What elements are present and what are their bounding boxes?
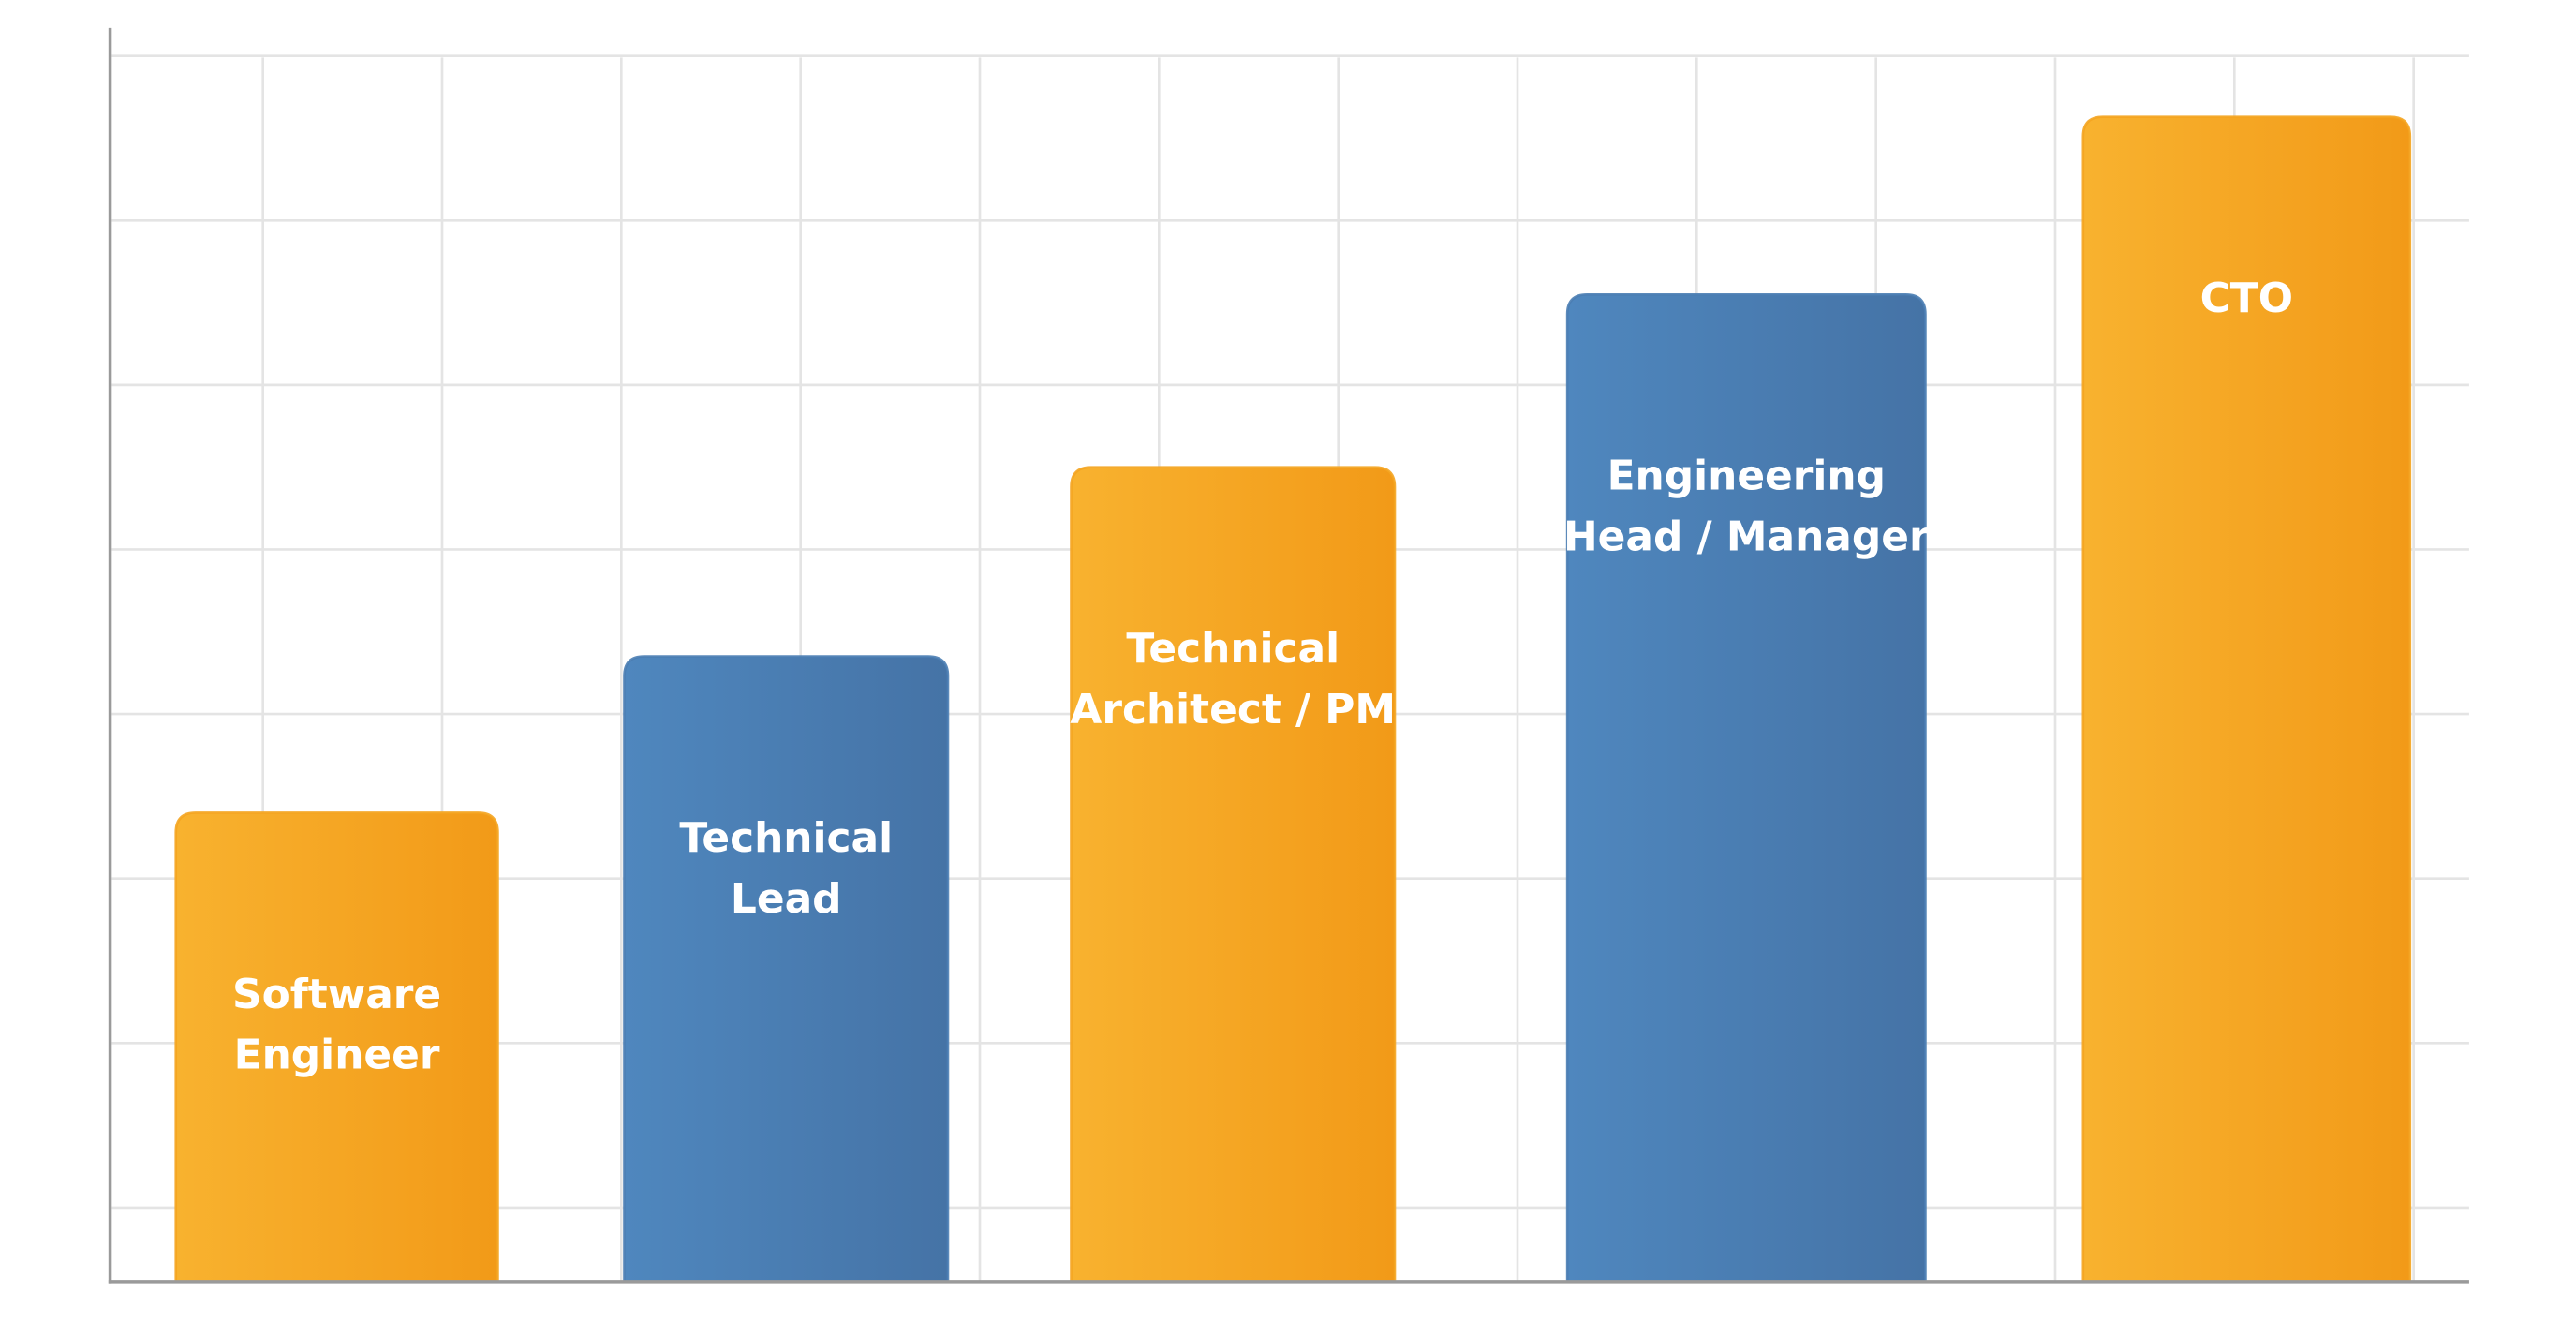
bar-label: Lead <box>731 875 842 923</box>
bar-label: Software <box>232 971 441 1018</box>
bar-label: Technical <box>1126 625 1340 673</box>
bars: Software Engineer Technical Lead Technical Ar… <box>174 115 2412 1284</box>
bar-label: Architect / PM <box>1070 686 1396 734</box>
bar-label: Head / Manager <box>1563 513 1930 561</box>
bar-label: Engineering <box>1607 453 1886 500</box>
bar-label: CTO <box>2200 275 2293 322</box>
bar <box>2081 115 2412 1284</box>
bar <box>1070 466 1397 1284</box>
bar <box>1565 292 1927 1284</box>
bar <box>623 655 950 1284</box>
bar <box>174 811 499 1284</box>
bar-label: Engineer <box>234 1032 440 1079</box>
bar-label: Technical <box>679 814 893 862</box>
